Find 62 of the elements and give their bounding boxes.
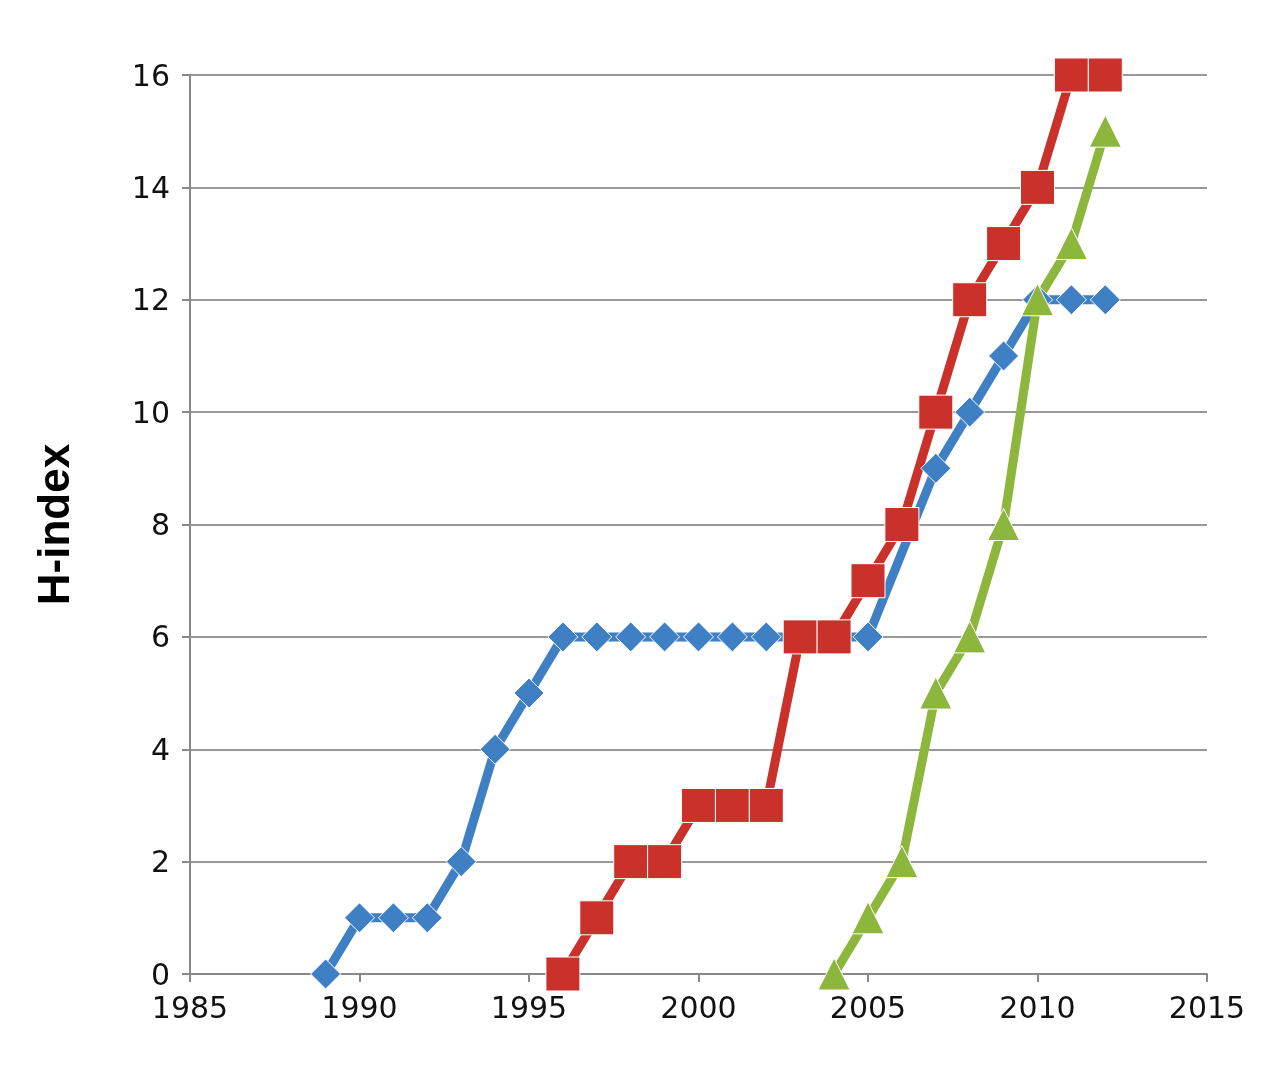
point	[1020, 169, 1055, 205]
point	[952, 282, 988, 318]
point	[377, 902, 409, 934]
point	[344, 902, 375, 934]
point	[920, 452, 952, 484]
point	[988, 340, 1020, 372]
y-tick-label: 16	[131, 57, 170, 93]
point	[986, 226, 1022, 262]
y-tick-label: 0	[150, 956, 170, 992]
x-tick-label: 2005	[829, 989, 907, 1025]
point	[817, 957, 851, 991]
x-tick-label: 2010	[999, 989, 1076, 1025]
y-tick-label: 8	[150, 507, 170, 542]
point	[919, 676, 953, 710]
point	[581, 621, 613, 653]
y-tick-label: 14	[131, 169, 170, 205]
point	[716, 621, 748, 653]
point	[681, 787, 716, 823]
point	[647, 844, 683, 880]
point	[615, 621, 647, 653]
point	[884, 507, 920, 542]
point	[513, 677, 545, 709]
point	[1088, 114, 1122, 148]
point	[850, 563, 886, 599]
x-tick-label: 2000	[660, 989, 737, 1025]
point	[411, 902, 443, 934]
y-tick-label: 6	[150, 619, 170, 655]
point	[954, 396, 986, 428]
point	[748, 787, 784, 823]
y-tick-label: 2	[150, 844, 170, 880]
point	[683, 621, 714, 653]
point	[714, 787, 750, 823]
x-tick-label: 1990	[321, 989, 398, 1025]
point	[953, 620, 987, 654]
point	[782, 619, 818, 655]
point	[579, 900, 615, 936]
point	[613, 844, 649, 880]
point	[885, 845, 919, 879]
point	[816, 619, 852, 655]
y-tick-label: 12	[131, 282, 170, 318]
point	[851, 901, 885, 935]
point	[649, 621, 681, 653]
point	[1054, 227, 1088, 261]
point	[1055, 284, 1087, 316]
point	[310, 958, 342, 990]
point	[852, 621, 884, 653]
x-tick-label: 2015	[1168, 989, 1246, 1025]
point	[545, 956, 581, 992]
y-tick-label: 4	[150, 731, 170, 767]
point	[987, 508, 1021, 541]
point	[1053, 57, 1089, 93]
point	[479, 733, 511, 765]
y-tick-label: 10	[131, 394, 170, 430]
y-axis-title: H-index	[28, 443, 78, 606]
point	[918, 394, 954, 430]
x-tick-label: 1995	[490, 989, 568, 1025]
point	[1087, 57, 1123, 93]
point	[750, 621, 782, 653]
x-tick-label: 1985	[151, 989, 229, 1025]
point	[547, 621, 579, 653]
point	[445, 846, 477, 878]
point	[1089, 284, 1121, 316]
